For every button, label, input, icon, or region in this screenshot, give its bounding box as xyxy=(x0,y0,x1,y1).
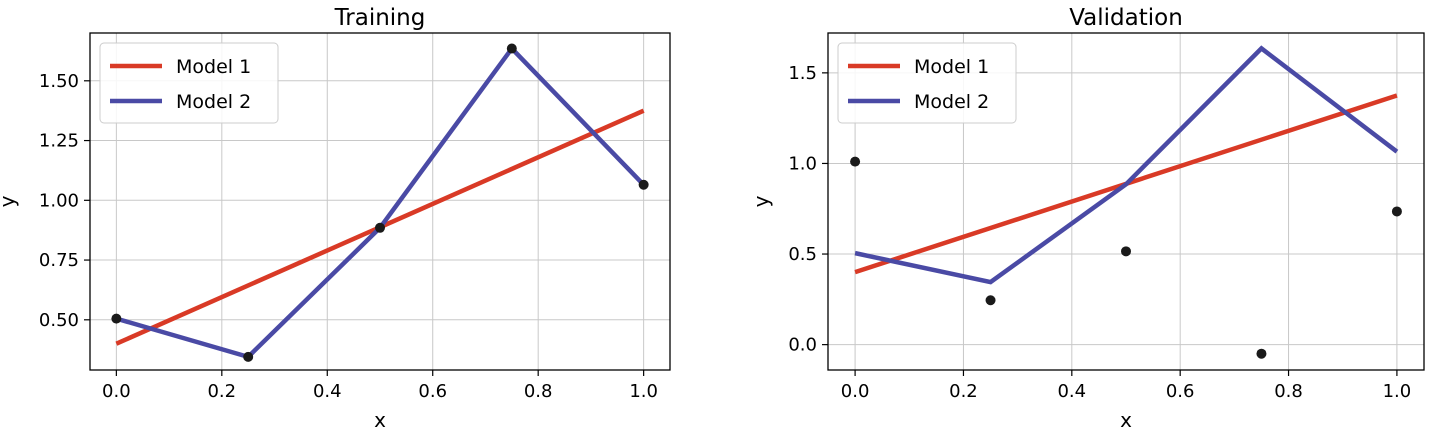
training-x-tick-label: 0.4 xyxy=(313,381,342,402)
training-data-point xyxy=(506,43,517,54)
training-data-point xyxy=(243,351,254,362)
training-y-ticks: 0.50 0.75 1.00 1.25 1.50 xyxy=(39,71,90,331)
validation-y-tick-label: 0.5 xyxy=(788,244,817,265)
training-x-tick-label: 0.2 xyxy=(207,381,236,402)
training-y-axis-label: y xyxy=(0,195,19,207)
training-x-tick-label: 0.0 xyxy=(102,381,131,402)
training-x-axis-label: x xyxy=(374,408,386,429)
training-points xyxy=(111,43,649,362)
validation-x-tick-label: 0.2 xyxy=(949,381,978,402)
training-x-tick-label: 0.6 xyxy=(418,381,447,402)
validation-legend-label: Model 1 xyxy=(914,56,989,78)
validation-series-model-2 xyxy=(854,45,1399,285)
training-x-ticks: 0.0 0.2 0.4 0.6 0.8 1.0 xyxy=(102,370,658,402)
training-data-point xyxy=(111,313,122,324)
validation-x-ticks: 0.0 0.2 0.4 0.6 0.8 1.0 xyxy=(841,370,1411,402)
validation-data-point xyxy=(1391,206,1402,217)
validation-legend: Model 1 Model 2 xyxy=(837,42,1017,124)
validation-data-point xyxy=(1256,348,1267,359)
training-y-tick-label: 1.25 xyxy=(39,131,79,152)
training-x-tick-label: 1.0 xyxy=(629,381,658,402)
validation-x-tick-label: 1.0 xyxy=(1383,381,1412,402)
validation-series xyxy=(854,45,1399,285)
validation-points xyxy=(850,156,1402,359)
validation-title: Validation xyxy=(1069,5,1183,31)
training-y-tick-label: 0.75 xyxy=(39,250,79,271)
validation-axes-frame xyxy=(827,32,1425,371)
chart-training: 0.0 0.2 0.4 0.6 0.8 1.0 0.500.751.001.251.50 … xyxy=(0,5,671,429)
validation-y-tick-label: 1.0 xyxy=(788,153,817,174)
validation-data-point xyxy=(850,156,861,167)
validation-y-tick-label: 0.0 xyxy=(788,335,817,356)
training-axes-frame xyxy=(89,32,671,371)
training-y-tick-label: 0.50 xyxy=(39,310,79,331)
training-y-tick-label: 1.00 xyxy=(39,190,79,211)
validation-y-axis-label: y xyxy=(749,195,773,207)
validation-y-tick-label: 1.5 xyxy=(788,63,817,84)
training-data-point xyxy=(375,222,385,233)
chart-validation: 0.0 0.2 0.4 0.6 0.8 1.0 0.0 0.5 1.0 1.5 Validati… xyxy=(749,5,1425,429)
training-legend-label: Model 2 xyxy=(176,91,251,113)
validation-x-tick-label: 0.4 xyxy=(1057,381,1086,402)
training-legend-label: Model 1 xyxy=(176,56,251,78)
validation-x-tick-label: 0.0 xyxy=(841,381,870,402)
training-title: Training xyxy=(334,5,426,31)
validation-legend-label: Model 2 xyxy=(914,91,989,113)
validation-data-point xyxy=(985,295,996,306)
training-legend: Model 1 Model 2 xyxy=(99,42,279,124)
training-y-tick-label: 1.50 xyxy=(39,71,79,92)
training-data-point xyxy=(638,179,649,190)
validation-x-tick-label: 0.8 xyxy=(1274,381,1303,402)
validation-x-axis-label: x xyxy=(1120,408,1132,429)
validation-data-point xyxy=(1121,246,1131,257)
validation-y-ticks: 0.0 0.5 1.0 1.5 xyxy=(788,63,828,356)
validation-x-tick-label: 0.6 xyxy=(1166,381,1195,402)
training-x-tick-label: 0.8 xyxy=(524,381,553,402)
